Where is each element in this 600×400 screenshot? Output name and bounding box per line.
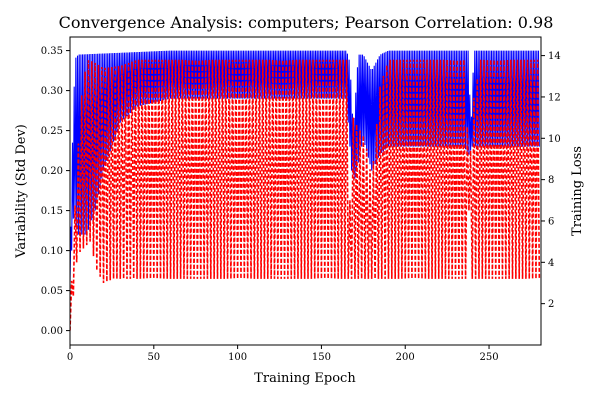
y-axis-right: 2 4 6 8 10 12 14: [541, 51, 561, 310]
x-tick-label: 50: [147, 352, 160, 363]
y-right-tick-label: 10: [548, 134, 561, 145]
y-right-tick-label: 4: [548, 258, 554, 269]
y-right-tick-label: 2: [548, 299, 554, 310]
y-right-tick-label: 14: [548, 51, 561, 62]
y-axis-right-label: Training Loss: [570, 146, 585, 236]
x-axis-label: Training Epoch: [254, 371, 356, 386]
plot-frame: [69, 36, 542, 346]
y-left-tick-label: 0.20: [41, 166, 63, 177]
y-right-tick-label: 6: [548, 216, 554, 227]
x-tick-label: 100: [228, 352, 247, 363]
y-left-tick-label: 0.00: [41, 326, 63, 337]
y-right-tick-label: 8: [548, 175, 554, 186]
series-layer: [70, 50, 541, 331]
y-axis-left: 0.00 0.05 0.10 0.15 0.20 0.25 0.30 0.35: [41, 46, 70, 337]
x-tick-label: 250: [479, 352, 498, 363]
y-left-tick-label: 0.25: [41, 126, 63, 137]
y-axis-left-label: Variability (Std Dev): [14, 124, 29, 259]
x-tick-label: 0: [67, 352, 73, 363]
y-left-tick-label: 0.30: [41, 86, 63, 97]
x-tick-label: 150: [312, 352, 331, 363]
y-right-tick-label: 12: [548, 92, 561, 103]
y-left-tick-label: 0.10: [41, 246, 63, 257]
x-tick-label: 200: [396, 352, 415, 363]
x-axis: 0 50 100 150 200 250: [67, 345, 499, 363]
y-left-tick-label: 0.35: [41, 46, 63, 57]
y-left-tick-label: 0.05: [41, 286, 63, 297]
chart-title: Convergence Analysis: computers; Pearson…: [59, 13, 554, 32]
series-line-right: [70, 59, 541, 331]
y-left-tick-label: 0.15: [41, 206, 63, 217]
